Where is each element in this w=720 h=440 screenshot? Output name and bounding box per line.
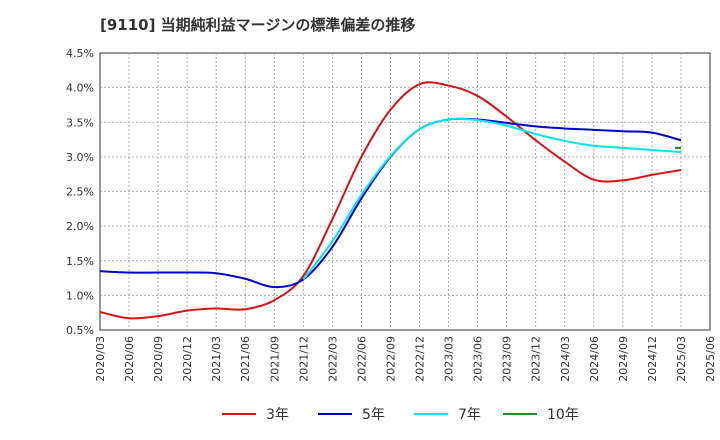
legend: 3年 5年 7年 10年 [222,407,579,423]
x-tick-label: 2020/09 [152,336,165,382]
y-tick-label: 3.0% [66,151,94,164]
x-tick-label: 2021/12 [297,336,310,382]
x-tick-label: 2021/03 [210,336,223,382]
series-lines [99,81,682,320]
x-tick-label: 2022/03 [326,336,339,382]
y-tick-label: 1.0% [66,289,94,302]
y-tick-label: 2.0% [66,220,94,233]
x-tick-label: 2025/03 [675,336,688,382]
x-tick-label: 2021/09 [268,336,281,382]
x-tick-label: 2021/06 [239,336,252,382]
legend-label-5年: 5年 [362,407,385,423]
x-axis: 2020/03 2020/06 2020/09 2020/12 2021/03 2021/… [94,336,717,382]
x-tick-label: 2024/06 [588,336,601,382]
grid-lines [100,53,710,330]
y-axis: 0.5% 1.0% 1.5% 2.0% 2.5% 3.0% 3.5% 4.0% 4.5% [66,47,94,337]
x-tick-label: 2023/03 [443,336,456,382]
x-tick-label: 2023/12 [530,336,543,382]
x-tick-label: 2022/06 [355,336,368,382]
x-tick-label: 2025/06 [704,336,717,382]
x-tick-label: 2020/06 [123,336,136,382]
y-tick-label: 2.5% [66,186,94,199]
x-tick-label: 2020/03 [94,336,107,382]
legend-label-10年: 10年 [547,407,579,423]
legend-label-7年: 7年 [458,407,481,423]
y-tick-label: 1.5% [66,255,94,268]
series-line-7年 [302,117,682,281]
y-tick-label: 0.5% [66,324,94,337]
y-tick-label: 4.0% [66,82,94,95]
x-tick-label: 2023/09 [501,336,514,382]
x-tick-label: 2024/03 [559,336,572,382]
x-tick-label: 2022/12 [414,336,427,382]
series-line-3年 [99,81,682,320]
y-tick-label: 3.5% [66,116,94,129]
x-tick-label: 2023/06 [472,336,485,382]
y-tick-label: 4.5% [66,47,94,60]
chart-title: [9110] 当期純利益マージンの標準偏差の推移 [100,16,416,34]
x-tick-label: 2024/09 [617,336,630,382]
x-tick-label: 2022/09 [384,336,397,382]
legend-label-3年: 3年 [266,407,289,423]
x-tick-label: 2024/12 [646,336,659,382]
x-tick-label: 2020/12 [181,336,194,382]
